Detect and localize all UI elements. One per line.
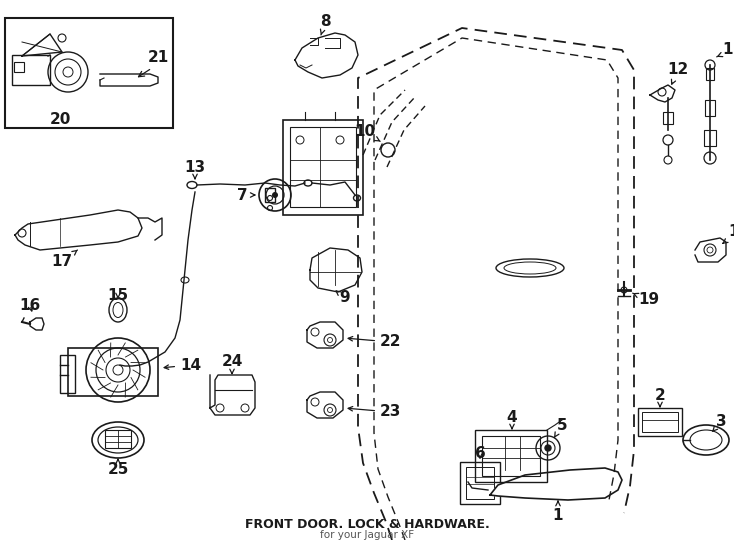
Text: 21: 21 (148, 51, 170, 65)
Bar (14, 62, 24, 72)
Bar (68, 348, 158, 396)
Text: 9: 9 (336, 291, 350, 306)
Text: 20: 20 (49, 112, 70, 127)
Polygon shape (210, 375, 255, 415)
Text: 18: 18 (723, 225, 734, 244)
Text: FRONT DOOR. LOCK & HARDWARE.: FRONT DOOR. LOCK & HARDWARE. (244, 518, 490, 531)
Bar (60, 355, 75, 393)
Polygon shape (310, 248, 362, 292)
Bar (638, 408, 682, 436)
Text: 6: 6 (475, 447, 485, 462)
Bar (705, 100, 715, 116)
Text: 19: 19 (633, 293, 659, 307)
Text: 10: 10 (354, 125, 380, 141)
Bar (265, 188, 275, 202)
Bar (704, 130, 716, 146)
Text: for your Jaguar XF: for your Jaguar XF (320, 530, 414, 540)
Text: 16: 16 (19, 298, 40, 313)
Text: 15: 15 (107, 288, 128, 303)
Text: 1: 1 (553, 501, 563, 523)
Bar (475, 430, 547, 482)
Polygon shape (307, 322, 343, 348)
Text: 8: 8 (320, 15, 330, 35)
Text: 7: 7 (237, 187, 255, 202)
Bar (105, 430, 131, 448)
Text: 13: 13 (184, 160, 206, 179)
Text: 25: 25 (107, 459, 128, 477)
Bar (482, 436, 540, 476)
Text: 4: 4 (506, 410, 517, 429)
Polygon shape (695, 238, 726, 262)
Text: 11: 11 (716, 43, 734, 57)
Bar (642, 412, 678, 432)
Bar (663, 112, 673, 124)
Polygon shape (295, 33, 358, 78)
Bar (706, 68, 714, 80)
Polygon shape (490, 468, 622, 500)
Text: 12: 12 (667, 63, 688, 84)
Bar (290, 127, 356, 207)
Text: 2: 2 (655, 388, 666, 407)
Circle shape (272, 192, 278, 198)
Text: 24: 24 (222, 354, 243, 374)
Bar (283, 120, 363, 215)
Bar (12, 55, 50, 85)
Text: 23: 23 (348, 404, 401, 420)
Bar (5, 18, 173, 128)
Circle shape (545, 445, 551, 451)
Bar (466, 467, 494, 499)
Polygon shape (30, 318, 44, 330)
Polygon shape (650, 85, 675, 102)
Polygon shape (100, 74, 158, 86)
Text: 3: 3 (713, 415, 727, 431)
Polygon shape (307, 392, 343, 418)
Bar (460, 462, 500, 504)
Text: 5: 5 (554, 417, 567, 438)
Text: 17: 17 (51, 250, 78, 269)
Text: 22: 22 (348, 334, 401, 349)
Polygon shape (15, 210, 142, 250)
Text: 14: 14 (164, 357, 201, 373)
